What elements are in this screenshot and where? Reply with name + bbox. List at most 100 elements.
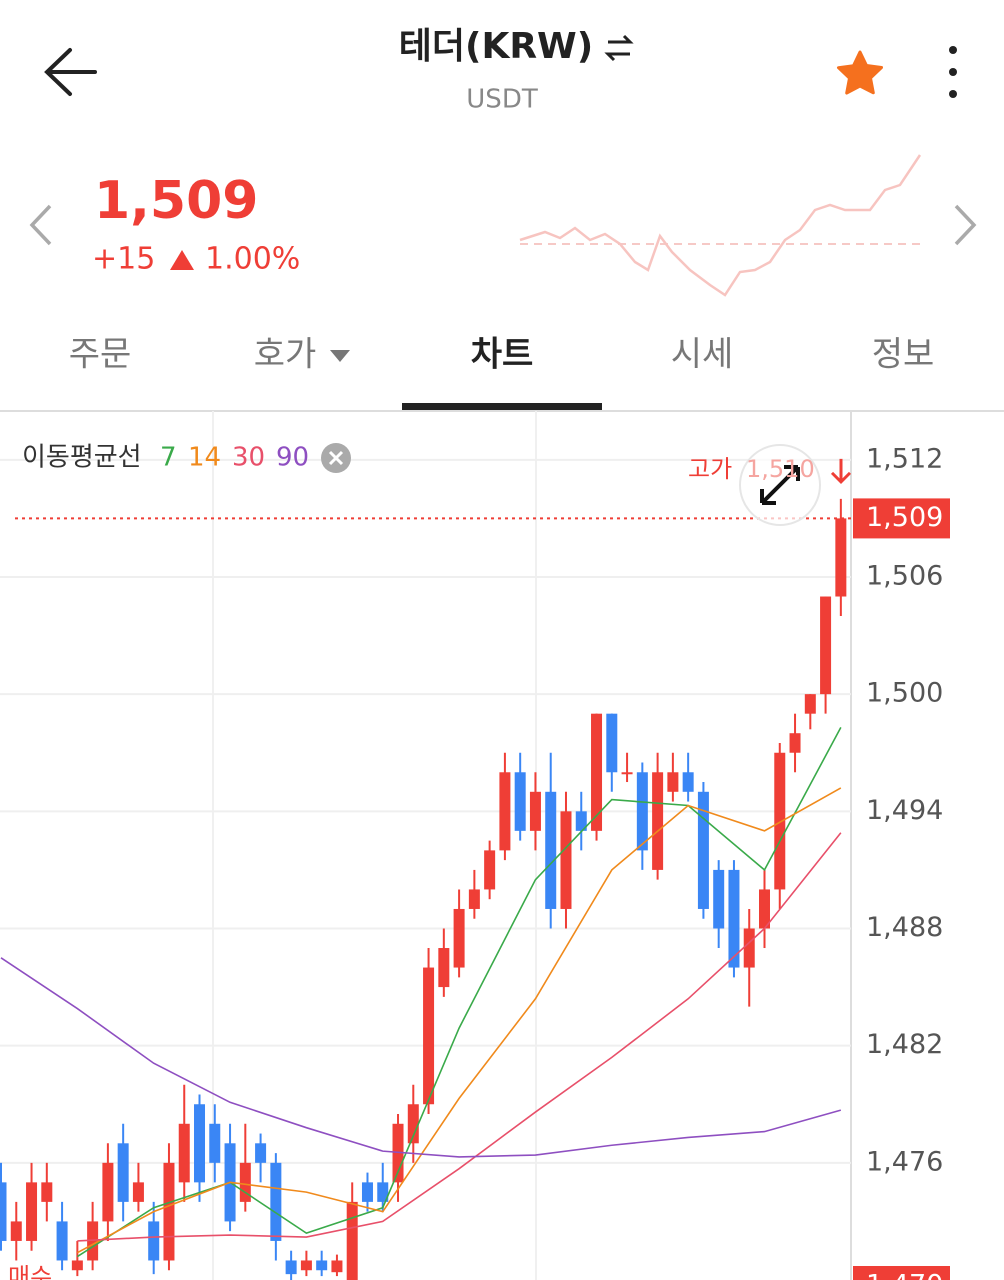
candle-body: [117, 1143, 129, 1202]
candle-body: [148, 1221, 160, 1261]
candle-body: [468, 889, 480, 909]
candle-body: [41, 1182, 53, 1202]
candle-body: [239, 1162, 251, 1202]
candle-body: [209, 1123, 221, 1163]
candle-body: [270, 1162, 282, 1241]
favorite-star[interactable]: [837, 50, 883, 95]
candle-body: [804, 694, 816, 714]
high-marker-value: 1,510: [746, 455, 815, 483]
expand-icon: [760, 465, 800, 505]
tabs: 주문 호가 차트 시세 정보: [0, 335, 1004, 412]
price-change: +15: [92, 242, 155, 277]
candle-body: [652, 772, 664, 870]
candle-body: [346, 1201, 358, 1280]
low-price-label: 1,470: [866, 1270, 943, 1280]
candle-body: [56, 1221, 68, 1261]
tab[interactable]: 호가: [254, 335, 317, 375]
current-price-label: 1,509: [866, 502, 943, 533]
low-price-box: [853, 1266, 950, 1280]
y-tick-label: 1,506: [866, 560, 943, 591]
y-tick-label: 1,512: [866, 443, 943, 474]
dropdown-icon: [330, 350, 350, 362]
candle-body: [499, 772, 511, 851]
candle-body: [26, 1182, 38, 1241]
y-tick-label: 1,482: [866, 1029, 943, 1060]
tab-indicator: [402, 403, 602, 410]
legend-entry: 14: [188, 443, 221, 473]
candle-body: [423, 967, 435, 1105]
y-tick-label: 1,500: [866, 678, 943, 709]
tab-active[interactable]: 차트: [471, 335, 534, 375]
candle-body: [453, 908, 465, 968]
candle-body: [529, 791, 541, 831]
plot: [0, 498, 851, 1280]
sparkline: [519, 154, 922, 297]
candle-body: [194, 1104, 206, 1183]
legend-entry: 30: [232, 443, 265, 473]
candle-body: [560, 811, 572, 909]
candle-body: [331, 1260, 343, 1273]
more-menu[interactable]: [949, 46, 957, 98]
candle-body: [0, 1182, 7, 1241]
candle-body: [407, 1104, 419, 1144]
tab[interactable]: 주문: [69, 335, 132, 375]
candle-body: [102, 1162, 114, 1222]
candle-body: [132, 1182, 144, 1202]
moving-average: [0, 957, 842, 1158]
candle-body: [774, 752, 786, 890]
title: 테더(KRW): [399, 26, 593, 67]
back-button[interactable]: [44, 48, 97, 96]
change-rate: 1.00%: [205, 242, 300, 277]
y-tick-label: 1,488: [866, 912, 943, 943]
candle-body: [820, 596, 832, 695]
candle-body: [591, 713, 603, 831]
candle-body: [163, 1162, 175, 1261]
moving-average: [76, 787, 842, 1254]
moving-average: [76, 726, 842, 1258]
high-marker-title: 고가: [688, 455, 732, 483]
candle-body: [789, 733, 801, 753]
candle-body: [10, 1221, 22, 1241]
candle-body: [377, 1182, 389, 1202]
current-price-box: [853, 498, 950, 539]
legend-close[interactable]: [321, 443, 351, 473]
subtitle: USDT: [466, 85, 538, 115]
tab[interactable]: 정보: [872, 335, 935, 375]
candle-body: [743, 928, 755, 968]
candle-body: [178, 1123, 190, 1183]
current-price: 1,509: [94, 171, 258, 231]
up-triangle: [170, 250, 194, 270]
candle-body: [438, 948, 450, 988]
legend-title: 이동평균선: [22, 443, 142, 473]
tab[interactable]: 시세: [671, 335, 734, 375]
legend-entry: 7: [160, 443, 177, 473]
swap-icon[interactable]: [604, 34, 634, 62]
candle-body: [728, 869, 740, 968]
candle-body: [316, 1260, 328, 1271]
next-button[interactable]: [954, 204, 977, 246]
high-marker-arrow: [830, 458, 852, 484]
price-summary: 1,509 +15 1.00%: [29, 154, 977, 297]
candle-body: [835, 518, 847, 597]
candle-body: [682, 772, 694, 792]
candle-body: [759, 889, 770, 929]
y-tick-label: 1,494: [866, 795, 943, 826]
candle-body: [514, 772, 526, 831]
candle-body: [285, 1260, 297, 1275]
candle-body: [636, 772, 648, 851]
moving-average: [77, 832, 842, 1242]
candle-body: [484, 850, 496, 890]
candle-body: [667, 772, 679, 792]
prev-button[interactable]: [29, 204, 52, 246]
candle-body: [697, 791, 709, 909]
candle-body: [361, 1182, 373, 1202]
candle-body: [606, 713, 618, 773]
candle-body: [713, 869, 725, 929]
legend-entry: 90: [276, 443, 309, 473]
candle-body: [621, 772, 633, 775]
candle-body: [575, 811, 587, 831]
candle-body: [545, 791, 557, 909]
chart: 1,476 1,482 1,488 1,494 1,500 1,506 1,512: [0, 411, 943, 1280]
